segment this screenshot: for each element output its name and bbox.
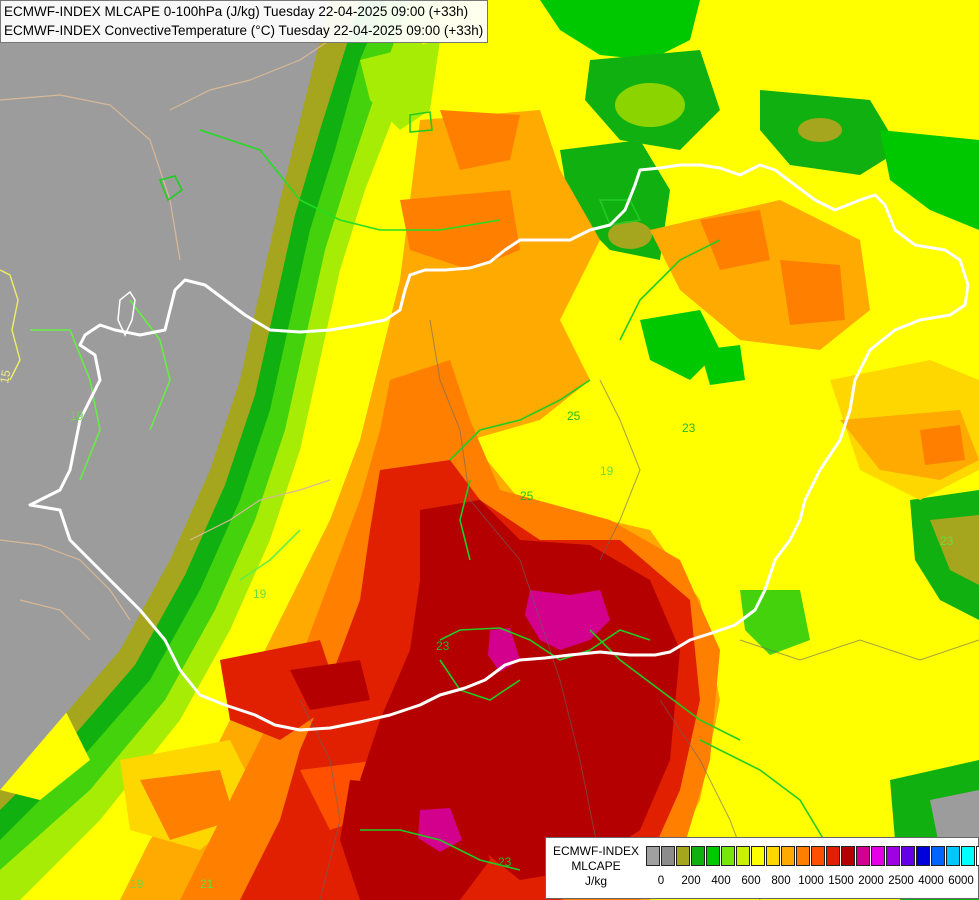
- contour-label: 25: [520, 489, 534, 503]
- national-border: [28, 163, 970, 732]
- contour-label: 23: [682, 421, 696, 435]
- legend-tick-label: 400: [711, 875, 731, 887]
- contour-label: 21: [200, 877, 214, 891]
- contour-label: 19: [253, 587, 267, 601]
- legend-swatches: [646, 846, 979, 866]
- legend-swatch: [660, 846, 676, 866]
- contour-label: 25: [567, 409, 581, 423]
- contour-label: 23: [436, 639, 450, 653]
- contour-label: 23: [940, 534, 954, 548]
- legend-swatch: [915, 846, 930, 866]
- contour-labels: 15 25 23 23 25 23 19 19 19 21 23 19: [0, 369, 954, 891]
- legend-swatch: [735, 846, 751, 866]
- cape-band-magenta: [525, 590, 610, 650]
- legend-tick-label: 1000: [798, 875, 824, 887]
- legend-swatch: [885, 846, 900, 866]
- legend-swatch: [675, 846, 691, 866]
- legend-tick-label: 800: [771, 875, 791, 887]
- contour-label: 15: [0, 369, 13, 385]
- legend-swatch: [930, 846, 945, 866]
- legend-swatch: [720, 846, 736, 866]
- legend-tick-label: 0: [657, 875, 665, 887]
- legend-swatch: [795, 846, 811, 866]
- legend-swatch: [825, 846, 840, 866]
- legend-tick-label: 4000: [918, 875, 944, 887]
- legend-swatch: [900, 846, 915, 866]
- legend-tick-label: 200: [681, 875, 701, 887]
- legend-swatch: [810, 846, 826, 866]
- color-legend: ECMWF-INDEX MLCAPE J/kg 0 200 400 600 800 100…: [545, 837, 979, 899]
- legend-ticks: 0 200 400 600 800 1000 1500 2000 2500 4000 6000: [646, 875, 976, 891]
- legend-tick-label: 2500: [888, 875, 914, 887]
- map-title: ECMWF-INDEX MLCAPE 0-100hPa (J/kg) Tuesd…: [0, 0, 489, 43]
- legend-swatch: [690, 846, 706, 866]
- title-line-convective-temperature: ECMWF-INDEX ConvectiveTemperature (°C) T…: [4, 23, 484, 38]
- legend-tick-label: 6000: [948, 875, 974, 887]
- no-cape-region: [0, 0, 320, 790]
- legend-swatch: [945, 846, 960, 866]
- country-borders: [0, 39, 331, 641]
- legend-tick-label: 1500: [828, 875, 854, 887]
- legend-swatch: [855, 846, 870, 866]
- legend-swatch: [975, 846, 979, 866]
- convective-temperature-contours: [0, 111, 831, 871]
- contour-label: 19: [600, 464, 614, 478]
- legend-swatch: [840, 846, 855, 866]
- contour-label: 23: [498, 855, 512, 869]
- legend-swatch: [780, 846, 796, 866]
- legend-tick-label: 2000: [858, 875, 884, 887]
- legend-swatch: [750, 846, 766, 866]
- legend-swatch: [646, 846, 661, 866]
- legend-swatch: [705, 846, 721, 866]
- contour-label: 19: [70, 409, 84, 423]
- legend-title: ECMWF-INDEX MLCAPE J/kg: [553, 844, 639, 888]
- legend-tick-label: 600: [741, 875, 761, 887]
- contour-label: 19: [130, 877, 144, 891]
- legend-swatch: [765, 846, 781, 866]
- legend-swatch: [870, 846, 885, 866]
- legend-swatch: [960, 846, 975, 866]
- title-line-mlcape: ECMWF-INDEX MLCAPE 0-100hPa (J/kg) Tuesd…: [4, 4, 469, 19]
